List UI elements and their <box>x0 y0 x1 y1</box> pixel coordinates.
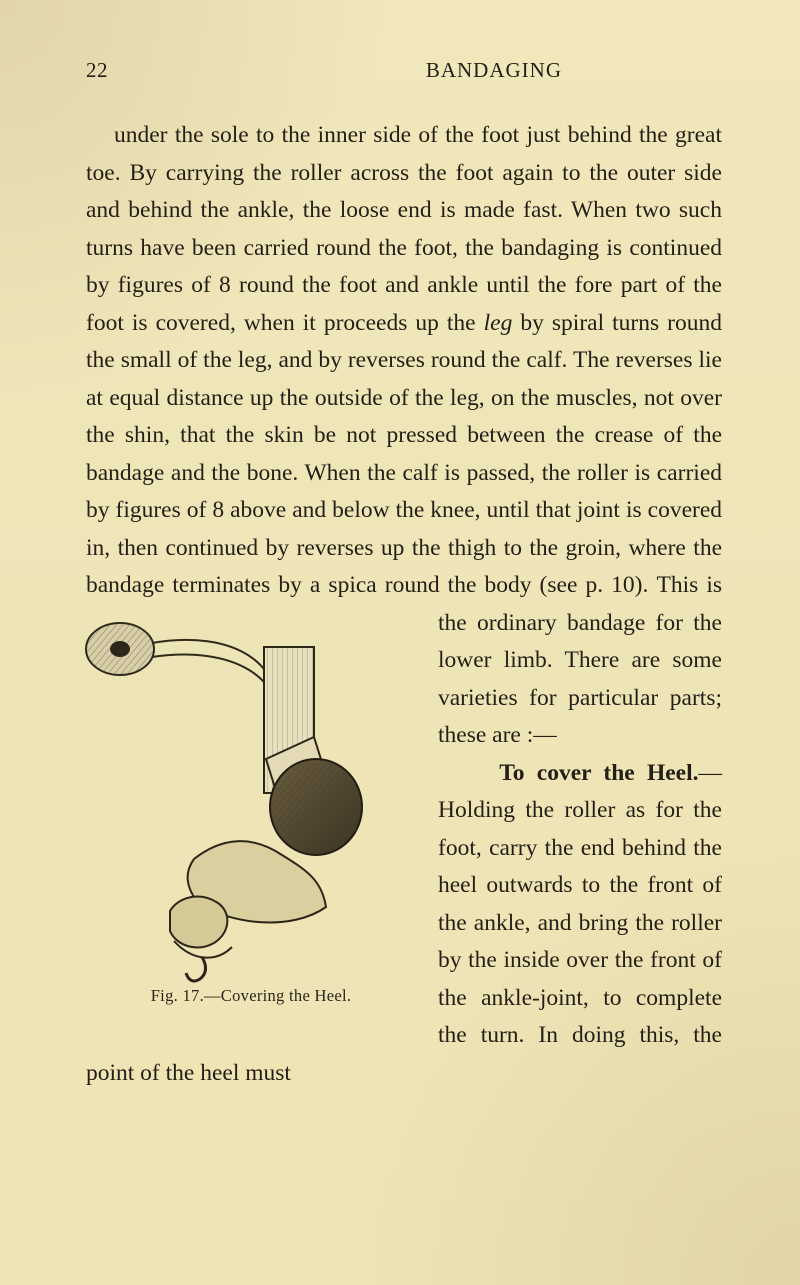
subhead-cover-heel: To cover the Heel. <box>499 760 698 786</box>
body-text: under the sole to the inner side of the … <box>86 117 722 1092</box>
run-on-a: This is the ordinary bandage for the low… <box>438 572 722 748</box>
para1-a: under the sole to the inner side of the … <box>86 122 722 336</box>
page-number: 22 <box>86 58 108 83</box>
sub-indent <box>438 760 499 786</box>
para1-b: by spiral turns round the small of the l… <box>86 310 722 599</box>
para1-italic-leg: leg <box>484 310 513 336</box>
figure-caption: Fig. 17.—Covering the Heel. <box>82 977 420 1015</box>
page-header: 22 BANDAGING <box>86 58 722 83</box>
page: 22 BANDAGING under the sole to the inner… <box>0 0 800 1285</box>
figure-17: Fig. 17.—Covering the Heel. <box>82 611 420 1049</box>
heel-bandage-illustration <box>82 611 420 1001</box>
running-head: BANDAGING <box>426 58 722 83</box>
